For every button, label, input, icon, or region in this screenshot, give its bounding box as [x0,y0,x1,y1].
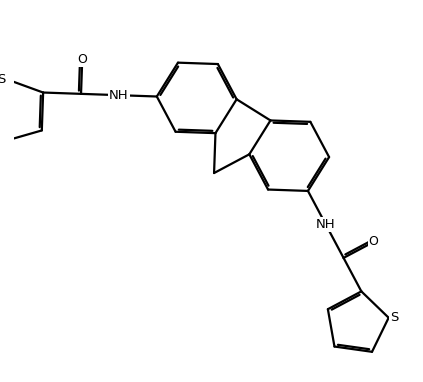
Text: S: S [0,73,5,86]
Text: O: O [368,235,379,248]
Text: S: S [390,311,399,324]
Text: NH: NH [109,89,129,102]
Text: O: O [77,53,87,66]
Text: NH: NH [316,218,335,231]
